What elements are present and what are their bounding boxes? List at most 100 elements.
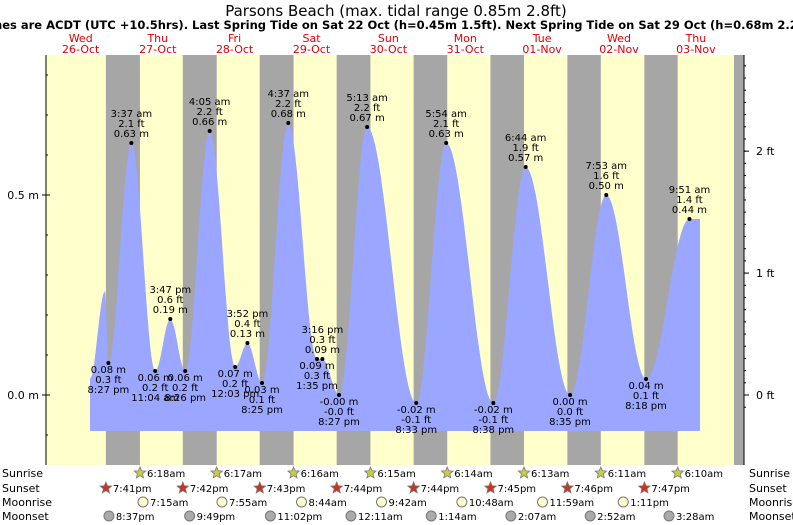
day-date: 03-Nov — [676, 43, 716, 56]
tide-label: 12:03 pm — [211, 389, 259, 400]
tide-label: 0.66 m — [192, 117, 227, 128]
tide-point — [604, 193, 609, 197]
moonset-icon — [345, 510, 357, 522]
tide-label: 1:35 pm — [296, 381, 338, 392]
tide-point — [687, 217, 692, 221]
moonset-row-label: Moonset — [2, 510, 49, 523]
chart-title: Parsons Beach (max. tidal range 0.85m 2.… — [225, 2, 567, 20]
day-date: 02-Nov — [599, 43, 639, 56]
tide-label: 0.3 ft — [95, 375, 121, 386]
sunset-time: 7:41pm — [113, 484, 152, 495]
tide-label: 0.50 m — [589, 181, 624, 192]
sun-icon — [406, 480, 421, 494]
y-tick-label: 0.0 m — [7, 389, 39, 402]
tide-label: 8:33 pm — [395, 425, 437, 436]
moonrise-icon — [216, 496, 228, 508]
tide-label: 8:38 pm — [472, 425, 514, 436]
moonset-time: 2:52am — [597, 512, 635, 523]
tide-point — [286, 121, 291, 125]
tide-label: 2.2 ft — [275, 99, 301, 110]
tide-label: 11:04 am — [131, 393, 179, 404]
sun-icon — [363, 465, 378, 479]
tide-point — [129, 141, 134, 145]
y-tick-label: 0.5 m — [7, 189, 39, 202]
sunrise-time: 6:13am — [531, 469, 569, 480]
tide-point — [233, 365, 238, 369]
moonset-time: 11:02pm — [277, 512, 322, 523]
tide-label: 3:47 pm — [149, 285, 191, 296]
sun-icon — [329, 480, 344, 494]
sunrise-time: 6:10am — [685, 469, 723, 480]
tide-point — [444, 141, 449, 145]
tide-label: 6:44 am — [505, 133, 547, 144]
tide-label: 2.1 ft — [118, 119, 144, 130]
y-tick-label-ft: 1 ft — [756, 267, 775, 280]
tide-label: 2.2 ft — [354, 103, 380, 114]
tide-point — [168, 317, 173, 321]
moonrise-icon — [375, 496, 387, 508]
tide-point — [183, 369, 188, 373]
tide-label: 3:16 pm — [302, 325, 344, 336]
moonrise-time: 9:42am — [388, 498, 426, 509]
tide-point — [320, 357, 325, 361]
sunrise-time: 6:11am — [608, 469, 646, 480]
day-name: Thu — [146, 32, 168, 45]
tide-curve — [90, 123, 700, 431]
tide-label: 5:54 am — [425, 109, 467, 120]
moonset-icon — [184, 510, 196, 522]
tide-label: 0.67 m — [350, 113, 385, 124]
tide-label: 1.6 ft — [593, 171, 619, 182]
day-name: Wed — [607, 32, 631, 45]
tide-label: 0.04 m — [628, 381, 663, 392]
day-labels: Wed26-OctThu27-OctFri28-OctSat29-OctSun3… — [62, 32, 716, 56]
moonset-icon — [264, 510, 276, 522]
sunset-time: 7:45pm — [498, 484, 537, 495]
tide-label: 3:52 pm — [227, 309, 269, 320]
sunrise-time: 6:18am — [147, 469, 185, 480]
tide-label: -0.1 ft — [478, 415, 508, 426]
moonrise-time: 10:48am — [469, 498, 514, 509]
day-date: 29-Oct — [293, 43, 331, 56]
tide-label: 0.08 m — [91, 365, 126, 376]
tide-label: 0.3 ft — [309, 335, 335, 346]
tide-label: 2.2 ft — [197, 107, 223, 118]
tide-label: 0.03 m — [244, 385, 279, 396]
axes: 0.0 m 0.5 m 0 ft 1 ft 2 ft — [7, 55, 775, 465]
tide-point — [414, 401, 419, 405]
tide-point — [207, 129, 212, 133]
tide-label: 0.44 m — [672, 205, 707, 216]
day-date: 27-Oct — [139, 43, 177, 56]
tide-label: -0.0 ft — [324, 407, 354, 418]
sunset-time: 7:42pm — [190, 484, 229, 495]
moonrise-icon — [617, 496, 629, 508]
sunset-row-label-right: Sunset — [749, 482, 787, 495]
tide-label: 0.63 m — [429, 129, 464, 140]
sunrise-row-label: Sunrise — [2, 467, 43, 480]
moonrise-time: 1:11pm — [630, 498, 669, 509]
moonrise-time: 7:15am — [150, 498, 188, 509]
sun-icon — [176, 480, 190, 494]
sun-icon — [517, 465, 531, 479]
tide-label: -0.1 ft — [401, 415, 431, 426]
tide-points: 0.08 m0.3 ft8:27 pm3:37 am2.1 ft0.63 m0.… — [88, 89, 711, 436]
moonrise-row-label-right: Moonrise — [749, 496, 793, 509]
moonset-time: 8:37pm — [116, 512, 155, 523]
tide-label: -0.00 m — [320, 397, 359, 408]
sun-icon — [99, 480, 113, 494]
tide-label: 0.1 ft — [633, 391, 659, 402]
moonrise-icon — [456, 496, 468, 508]
moonset-icon — [663, 510, 675, 522]
y-tick-label-ft: 2 ft — [756, 145, 775, 158]
sun-icon — [594, 465, 608, 479]
tide-label: 0.13 m — [230, 329, 265, 340]
night-band — [734, 55, 744, 465]
tide-point — [153, 369, 158, 373]
day-name: Sun — [378, 32, 399, 45]
sunrise-time: 6:16am — [301, 469, 339, 480]
day-date: 28-Oct — [216, 43, 254, 56]
tide-label: 1.9 ft — [512, 143, 538, 154]
sunset-time: 7:47pm — [651, 484, 690, 495]
tide-label: 0.68 m — [271, 109, 306, 120]
